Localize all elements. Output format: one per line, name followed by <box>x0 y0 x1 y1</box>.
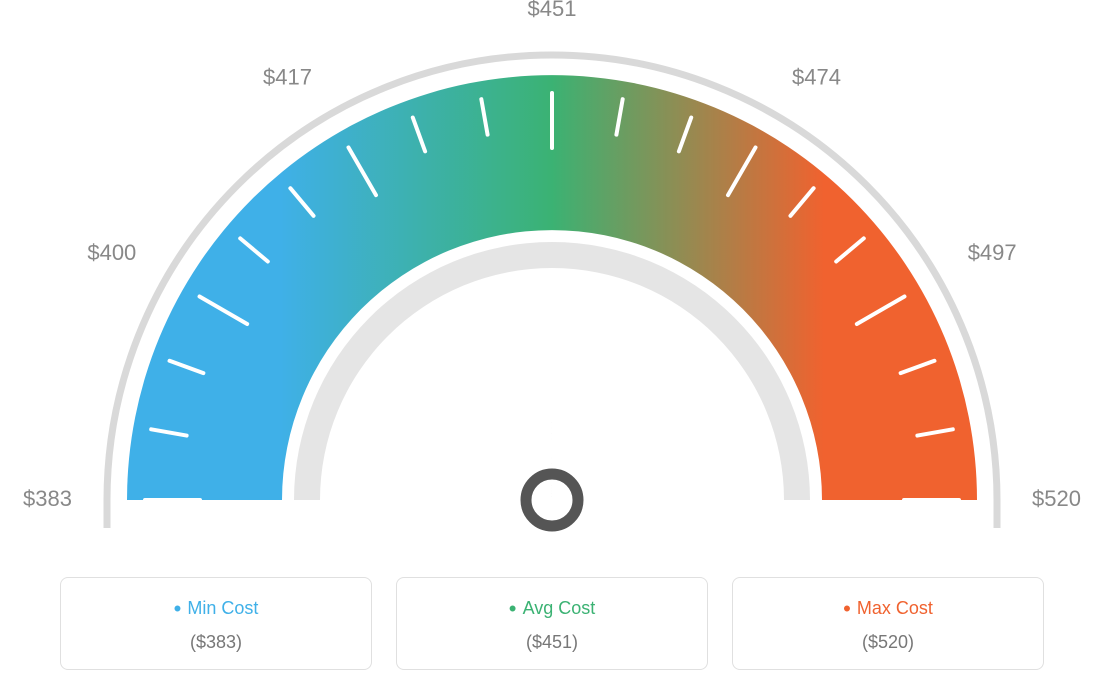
tick-label: $451 <box>528 0 577 21</box>
gauge-area: $383 $400 $417 $451 $474 $497 $520 <box>0 0 1104 560</box>
gauge-chart-container: $383 $400 $417 $451 $474 $497 $520 Min Cost ($… <box>0 0 1104 690</box>
legend-min-value: ($383) <box>73 632 359 653</box>
tick-label: $474 <box>792 64 841 89</box>
tick-label: $417 <box>263 64 312 89</box>
legend-card-min: Min Cost ($383) <box>60 577 372 670</box>
legend-max-label: Max Cost <box>745 596 1031 622</box>
tick-label: $383 <box>23 486 72 511</box>
gauge-svg: $383 $400 $417 $451 $474 $497 $520 <box>0 0 1104 560</box>
legend-row: Min Cost ($383) Avg Cost ($451) Max Cost… <box>0 577 1104 670</box>
tick-label: $497 <box>968 240 1017 265</box>
legend-card-avg: Avg Cost ($451) <box>396 577 708 670</box>
legend-avg-value: ($451) <box>409 632 695 653</box>
legend-card-max: Max Cost ($520) <box>732 577 1044 670</box>
tick-label: $520 <box>1032 486 1081 511</box>
legend-min-label: Min Cost <box>73 596 359 622</box>
tick-label: $400 <box>87 240 136 265</box>
legend-max-value: ($520) <box>745 632 1031 653</box>
legend-avg-label: Avg Cost <box>409 596 695 622</box>
